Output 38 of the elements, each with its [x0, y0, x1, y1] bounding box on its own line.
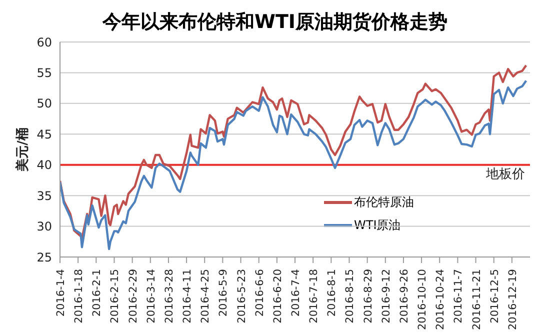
- x-tick-label: 2016-1-18: [73, 269, 86, 324]
- x-tick-label: 2016-3-28: [163, 269, 176, 324]
- x-tick-label: 2016-3-14: [145, 268, 158, 324]
- y-tick-label: 50: [36, 96, 52, 111]
- x-tick-label: 2016-9-12: [380, 269, 392, 324]
- ref-line-label: 地板价: [485, 166, 525, 182]
- x-tick-label: 2016-11-21: [470, 269, 483, 330]
- x-tick-label: 2016-6-6: [254, 268, 266, 317]
- legend-label: 布伦特原油: [354, 194, 414, 211]
- x-tick-label: 2016-9-26: [398, 268, 410, 324]
- x-tick-label: 2016-2-15: [109, 269, 122, 324]
- y-tick-label: 55: [36, 66, 52, 80]
- y-axis-title: 美元/桶: [14, 128, 31, 172]
- x-tick-label: 2016-10-10: [416, 269, 429, 330]
- x-tick-label: 2016-7-4: [290, 268, 302, 317]
- y-tick-label: 35: [36, 188, 52, 203]
- x-tick-label: 2016-4-11: [182, 269, 194, 324]
- x-tick-label: 2016-2-29: [127, 269, 140, 324]
- x-tick-label: 2016-7-18: [308, 269, 320, 324]
- x-tick-label: 2016-11-7: [452, 269, 465, 324]
- chart-title: 今年以来布伦特和WTI原油期货价格走势: [101, 10, 448, 35]
- x-tick-label: 2016-1-4: [55, 268, 67, 317]
- x-tick-label: 2016-12-19: [506, 269, 519, 330]
- x-tick-label: 2016-5-23: [236, 269, 248, 324]
- y-tick-label: 60: [36, 35, 52, 50]
- x-tick-label: 2016-8-29: [362, 269, 374, 324]
- x-tick-label: 2016-2-1: [91, 269, 104, 317]
- y-tick-label: 40: [36, 158, 52, 172]
- x-tick-label: 2016-6-20: [272, 269, 284, 324]
- x-tick-label: 2016-10-24: [434, 268, 447, 330]
- x-tick-label: 2016-8-15: [344, 269, 356, 324]
- y-tick-label: 25: [36, 250, 52, 264]
- x-tick-label: 2016-5-9: [218, 269, 230, 317]
- x-tick-label: 2016-4-25: [200, 269, 212, 324]
- x-tick-label: 2016-8-1: [326, 269, 338, 317]
- x-tick-label: 2016-12-5: [488, 269, 501, 324]
- y-tick-label: 45: [36, 127, 52, 142]
- y-tick-label: 30: [36, 220, 52, 234]
